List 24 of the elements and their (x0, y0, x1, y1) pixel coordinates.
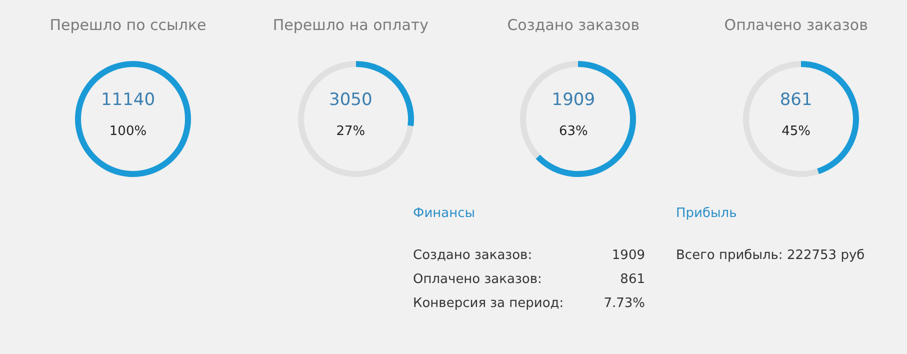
text: 7.73% (604, 296, 645, 313)
text: 1909 (550, 90, 596, 110)
text: Финансы (413, 206, 476, 223)
text: Оплачено заказов: (413, 272, 542, 289)
text: Конверсия за период: (413, 296, 564, 313)
text: 861 (778, 90, 814, 110)
text: 3050 (328, 90, 374, 110)
donut-slice (536, 61, 636, 177)
text: 11140 (100, 90, 156, 110)
text: 861 (620, 272, 645, 289)
text: 100% (108, 124, 148, 139)
text: 63% (558, 124, 589, 139)
text: 27% (335, 124, 366, 139)
chart-title: Перешло по ссылке (48, 16, 208, 34)
text: Всего прибыль: 222753 руб (676, 248, 865, 265)
chart-title: Перешло на оплату (272, 16, 430, 34)
text: 1909 (612, 248, 645, 265)
text: 45% (780, 124, 812, 139)
text: Прибыль (676, 206, 738, 223)
chart-title: Оплачено заказов (723, 16, 869, 34)
text: Создано заказов: (413, 248, 532, 265)
donut-slice (298, 61, 414, 177)
donut-slice (743, 61, 820, 177)
chart-title: Создано заказов (506, 16, 641, 34)
